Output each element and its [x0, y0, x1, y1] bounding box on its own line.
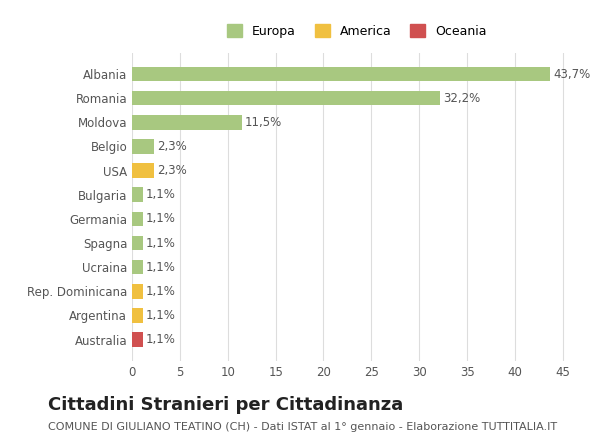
Bar	[132, 212, 143, 226]
Bar	[132, 236, 143, 250]
Text: 2,3%: 2,3%	[157, 140, 187, 153]
Bar	[132, 91, 440, 106]
Bar	[132, 163, 154, 178]
Text: 11,5%: 11,5%	[245, 116, 282, 129]
Text: 1,1%: 1,1%	[145, 213, 175, 225]
Text: 43,7%: 43,7%	[553, 68, 590, 81]
Text: Cittadini Stranieri per Cittadinanza: Cittadini Stranieri per Cittadinanza	[48, 396, 403, 414]
Text: 1,1%: 1,1%	[145, 333, 175, 346]
Text: 1,1%: 1,1%	[145, 309, 175, 322]
Bar	[132, 115, 242, 129]
Text: 1,1%: 1,1%	[145, 260, 175, 274]
Legend: Europa, America, Oceania: Europa, America, Oceania	[222, 19, 492, 43]
Text: 1,1%: 1,1%	[145, 237, 175, 249]
Bar	[132, 284, 143, 298]
Text: COMUNE DI GIULIANO TEATINO (CH) - Dati ISTAT al 1° gennaio - Elaborazione TUTTIT: COMUNE DI GIULIANO TEATINO (CH) - Dati I…	[48, 422, 557, 433]
Bar	[132, 260, 143, 275]
Text: 1,1%: 1,1%	[145, 188, 175, 201]
Bar	[132, 139, 154, 154]
Text: 1,1%: 1,1%	[145, 285, 175, 298]
Bar	[132, 67, 550, 81]
Text: 2,3%: 2,3%	[157, 164, 187, 177]
Bar	[132, 187, 143, 202]
Bar	[132, 308, 143, 323]
Bar	[132, 332, 143, 347]
Text: 32,2%: 32,2%	[443, 92, 481, 105]
